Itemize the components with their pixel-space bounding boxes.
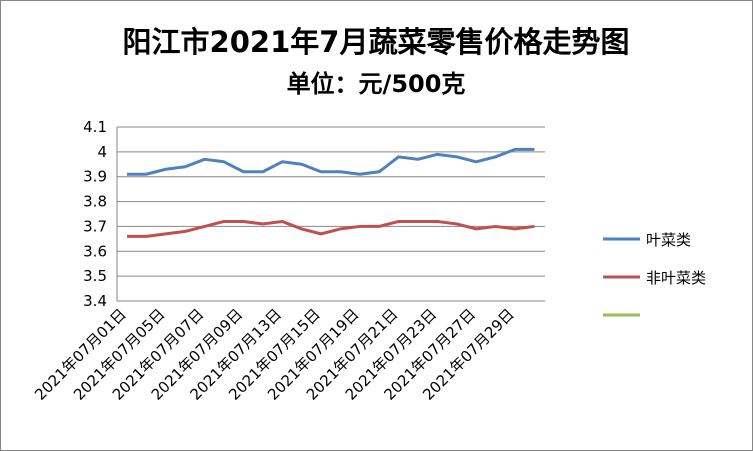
y-tick-label: 4 (97, 143, 107, 161)
y-tick-label: 3.7 (83, 217, 107, 235)
y-tick-label: 3.8 (83, 193, 107, 211)
y-tick-label: 3.5 (83, 267, 107, 285)
series-line (127, 147, 535, 176)
y-tick-label: 3.9 (83, 168, 107, 186)
chart-title: 阳江市2021年7月蔬菜零售价格走势图 (123, 25, 630, 59)
legend-label: 非叶菜类 (646, 269, 706, 287)
y-tick-label: 4.1 (83, 118, 107, 136)
y-tick-label: 3.6 (83, 242, 107, 260)
series-line (127, 219, 535, 238)
chart-subtitle: 单位：元/500克 (287, 70, 466, 98)
legend-label: 叶菜类 (646, 231, 691, 249)
y-tick-label: 3.4 (83, 292, 107, 310)
